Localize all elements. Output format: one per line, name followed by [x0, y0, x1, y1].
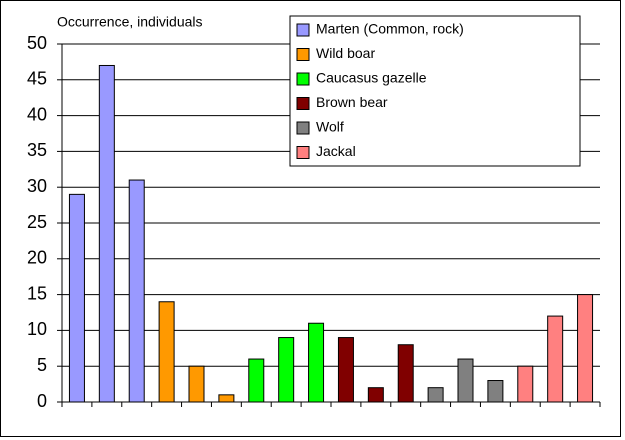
bar: [248, 358, 265, 403]
y-tick-label: 20: [27, 248, 47, 268]
bar: [188, 365, 205, 403]
legend-label: Brown bear: [316, 94, 388, 110]
y-tick-label: 45: [27, 69, 47, 89]
bar: [308, 322, 325, 403]
bar: [547, 315, 564, 403]
y-tick-label: 15: [27, 283, 47, 303]
bar: [397, 344, 414, 403]
legend-label: Jackal: [316, 143, 356, 159]
legend-swatch: [296, 23, 310, 37]
bar: [218, 394, 235, 403]
legend-swatch: [296, 146, 310, 159]
y-tick-label: 10: [27, 319, 47, 339]
bar: [128, 179, 145, 403]
y-axis-title: Occurrence, individuals: [57, 14, 203, 30]
legend-swatch: [296, 48, 310, 61]
y-tick-label: 25: [27, 212, 47, 232]
y-tick-label: 50: [27, 33, 47, 53]
legend-swatch: [296, 72, 310, 86]
bar: [427, 387, 444, 403]
bar: [487, 380, 504, 403]
bar: [278, 337, 295, 403]
legend-label: Wolf: [316, 119, 344, 135]
legend-label: Wild boar: [316, 45, 375, 61]
y-tick-label: 30: [27, 176, 47, 196]
bar: [517, 365, 534, 403]
legend-swatch: [296, 121, 310, 135]
y-tick-label: 40: [27, 104, 47, 124]
bar: [367, 387, 384, 403]
bar: [457, 358, 474, 403]
legend-label: Caucasus gazelle: [316, 70, 427, 86]
y-tick-label: 5: [37, 355, 47, 375]
y-tick-label: 0: [37, 391, 47, 411]
bar: [158, 301, 175, 403]
legend-swatch: [296, 97, 310, 110]
bar: [577, 294, 594, 403]
legend-label: Marten (Common, rock): [316, 21, 464, 37]
y-tick-label: 35: [27, 140, 47, 160]
legend-box: [289, 15, 581, 167]
bar: [98, 64, 115, 403]
bar: [68, 193, 85, 403]
bar: [337, 337, 354, 403]
